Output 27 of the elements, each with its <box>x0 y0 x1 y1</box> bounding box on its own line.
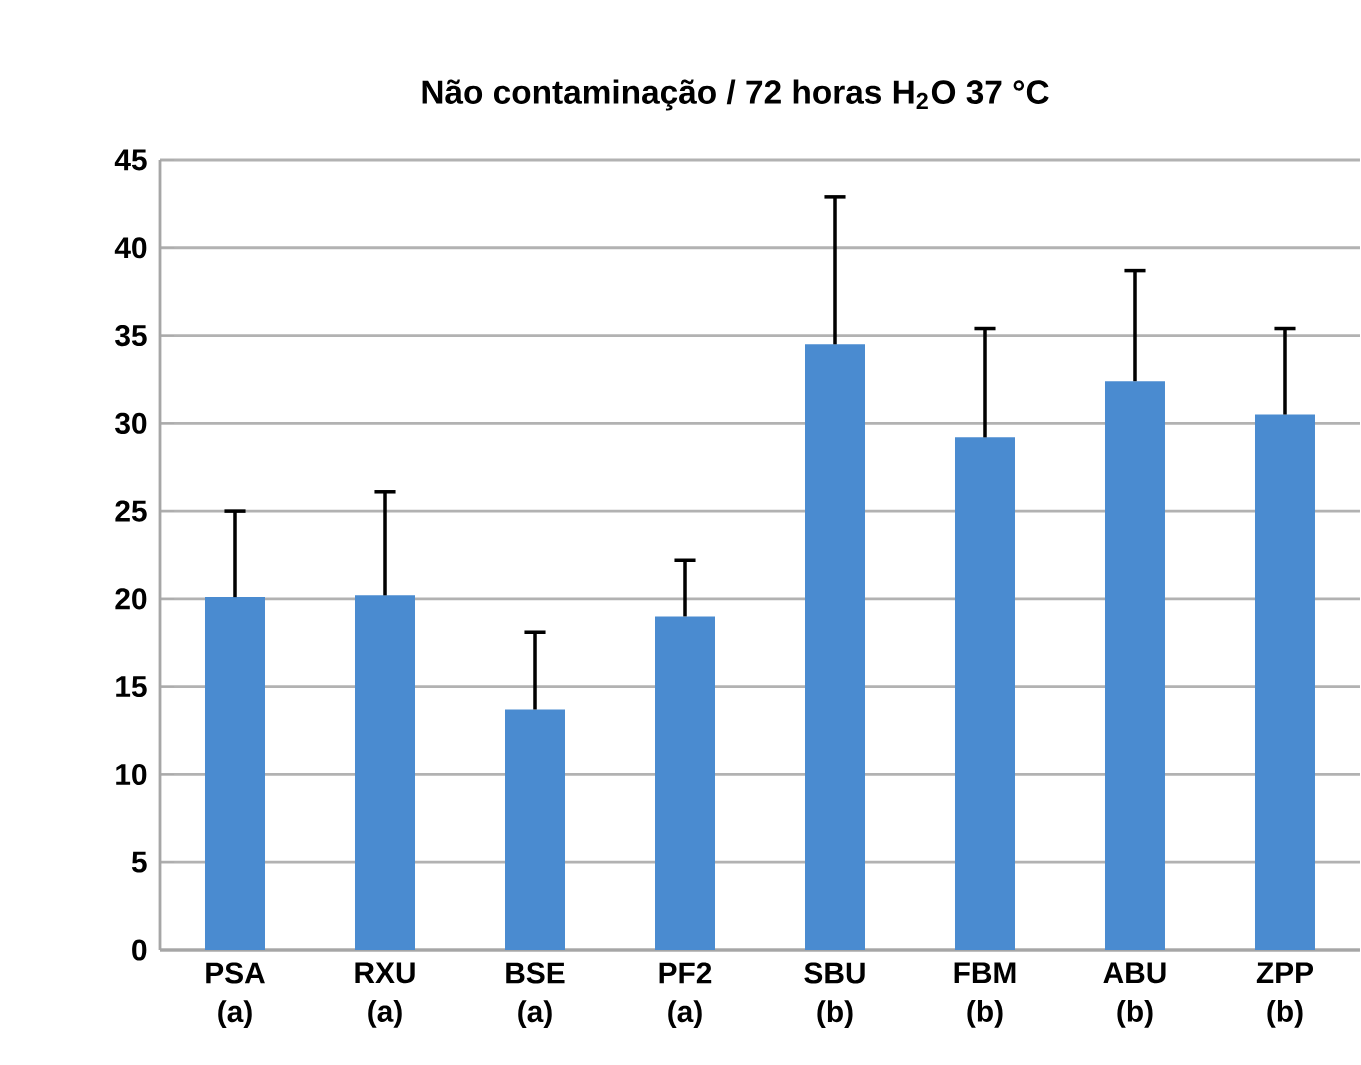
chart-title: Não contaminação / 72 horas H$_{2}$O 37 °C <box>422 79 1049 111</box>
y-tick-label: 25 <box>115 500 147 522</box>
x-tick-label: SBU (b) <box>804 962 865 1029</box>
y-tick-label: 45 <box>114 149 147 171</box>
y-tick-label: 40 <box>114 237 147 259</box>
x-tick-label: ZPP (b) <box>1256 962 1314 1028</box>
y-tick-label: 35 <box>115 324 147 347</box>
y-tick-label: 10 <box>116 763 147 785</box>
x-tick-label: PF2 (a) <box>659 962 712 1029</box>
y-tick-label: 15 <box>116 676 147 698</box>
x-tick-label: RXU (a) <box>355 962 415 1028</box>
bar <box>505 709 565 950</box>
x-tick-label: FBM (b) <box>954 962 1016 1028</box>
bar <box>205 597 265 950</box>
bar <box>1104 381 1165 950</box>
bar <box>1254 414 1315 950</box>
x-tick-label: BSE (a) <box>506 962 565 1029</box>
y-tick-label: 5 <box>131 851 147 873</box>
y-tick-label: 20 <box>115 588 147 610</box>
bar <box>955 437 1015 950</box>
bar <box>354 595 416 950</box>
x-tick-label: PSA (a) <box>206 962 265 1029</box>
bar <box>655 616 715 950</box>
y-tick-label: 0 <box>132 939 147 961</box>
x-tick-label: ABU (b) <box>1103 962 1166 1028</box>
bar <box>805 344 865 950</box>
y-tick-label: 30 <box>115 412 147 434</box>
